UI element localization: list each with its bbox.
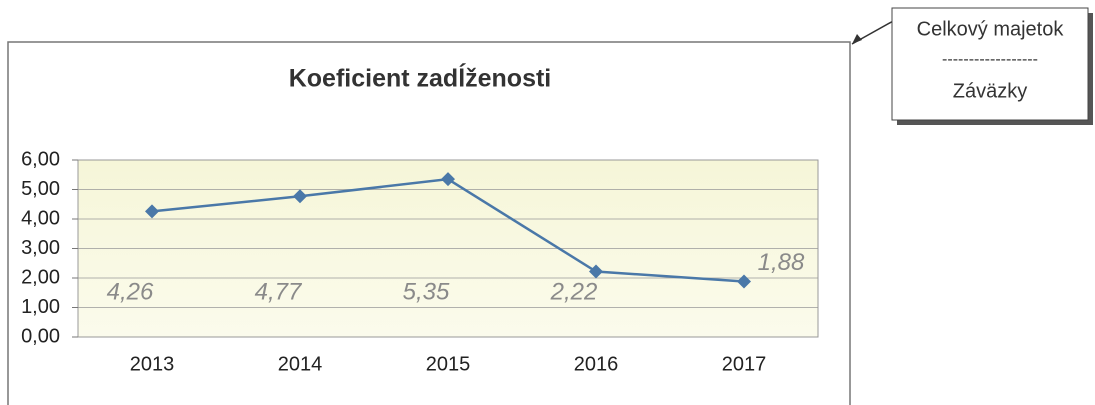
data-label: 4,77 [255, 278, 303, 305]
y-tick-label: 1,00 [21, 296, 60, 318]
y-tick-label: 0,00 [21, 325, 60, 347]
marker [441, 172, 455, 187]
data-label: 4,26 [107, 278, 154, 305]
marker [293, 189, 307, 204]
y-tick-label: 4,00 [21, 207, 60, 229]
data-label: 2,22 [550, 278, 598, 305]
callout-box [891, 7, 1089, 121]
data-label: 1,88 [758, 249, 805, 276]
x-tick-label: 2013 [130, 353, 175, 375]
x-tick-label: 2016 [574, 353, 619, 375]
x-tick-label: 2017 [722, 353, 767, 375]
callout-arrowhead [852, 34, 862, 44]
marker [145, 204, 159, 219]
y-tick-label: 3,00 [21, 237, 60, 259]
chart-title: Koeficient zadĺženosti [289, 63, 552, 93]
callout-denominator: Záväzky [953, 80, 1027, 102]
data-label: 5,35 [403, 278, 450, 305]
marker [737, 274, 751, 289]
y-tick-label: 5,00 [21, 178, 60, 200]
y-tick-label: 2,00 [21, 266, 60, 288]
callout-separator: ------------------ [942, 51, 1038, 68]
marker [589, 264, 603, 279]
callout-numerator: Celkový majetok [917, 18, 1065, 40]
x-tick-label: 2015 [426, 353, 471, 375]
x-tick-label: 2014 [278, 353, 323, 375]
y-tick-label: 6,00 [21, 148, 60, 170]
